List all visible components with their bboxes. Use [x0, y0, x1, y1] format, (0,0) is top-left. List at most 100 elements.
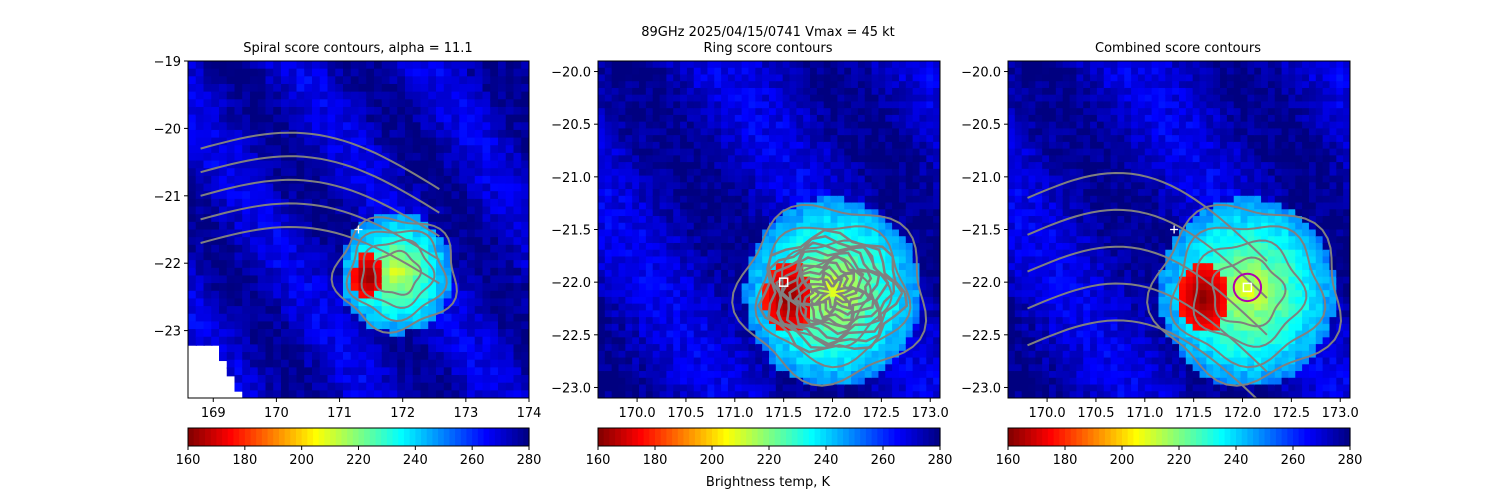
colorbar-cell — [757, 428, 764, 446]
colorbar-cell — [523, 428, 530, 446]
colorbar-cell — [1156, 428, 1163, 446]
colorbar-cell — [1287, 428, 1294, 446]
plot-area — [188, 61, 529, 398]
colorbar-tick-label: 280 — [1338, 453, 1363, 468]
brightness-field — [188, 61, 529, 398]
colorbar-tick-label: 280 — [517, 453, 542, 468]
panel-ring: Ring score contours 170.0 170.5 171.0 171.5… — [551, 41, 952, 468]
plot-area — [598, 61, 940, 398]
colorbar-cell — [1310, 428, 1317, 446]
colorbar-cell — [1059, 428, 1066, 446]
x-tick-label: 170.0 — [618, 406, 655, 421]
y-tick-label: −23.0 — [551, 381, 591, 396]
x-tick-label: 173.0 — [912, 406, 949, 421]
x-tick-label: 170 — [264, 406, 289, 421]
colorbar-tick-label: 220 — [346, 453, 371, 468]
colorbar-cell — [1042, 428, 1049, 446]
colorbar-cell — [398, 428, 405, 446]
colorbar-cell — [267, 428, 274, 446]
colorbar-cell — [1253, 428, 1260, 446]
colorbar-cell — [1190, 428, 1197, 446]
colorbar-cell — [426, 428, 433, 446]
colorbar-cell — [1236, 428, 1243, 446]
colorbar-tick-label: 180 — [643, 453, 668, 468]
x-tick-label: 172.0 — [1224, 406, 1261, 421]
colorbar-cell — [1133, 428, 1140, 446]
colorbar-cell — [865, 428, 873, 446]
colorbar-cell — [774, 428, 781, 446]
colorbar-cell — [1116, 428, 1123, 446]
axes: 170.0 170.5 171.0 171.5 172.0 172.5 173.0 −20.0… — [551, 60, 949, 421]
colorbar-cell — [837, 428, 844, 446]
colorbar-cell — [831, 428, 838, 446]
suptitle: 89GHz 2025/04/15/0741 Vmax = 45 kt — [641, 25, 895, 40]
axes: 169 170 171 172 173 174 −19 −20 −21 −22 −23 — [154, 55, 542, 421]
colorbar-cell — [347, 428, 354, 446]
colorbar-cell — [848, 428, 856, 446]
colorbar-cell — [854, 428, 861, 446]
colorbar-cell — [1315, 428, 1323, 446]
colorbar-cell — [438, 428, 445, 446]
colorbar-cell — [1247, 428, 1254, 446]
colorbar-tick-label: 280 — [928, 453, 953, 468]
colorbar-cell — [911, 428, 918, 446]
colorbar-cell — [1127, 428, 1134, 446]
plus-marker — [354, 225, 363, 234]
colorbar-cell — [239, 428, 246, 446]
colorbar-cell — [843, 428, 850, 446]
colorbar-cell — [415, 428, 422, 446]
colorbar-cell — [494, 428, 502, 446]
colorbar-cell — [883, 428, 890, 446]
colorbar-cell — [460, 428, 468, 446]
y-tick-label: −23.0 — [961, 381, 1001, 396]
x-tick-label: 174 — [517, 406, 542, 421]
colorbar-cell — [751, 428, 759, 446]
colorbar-cell — [672, 428, 679, 446]
x-tick-label: 170.0 — [1028, 406, 1065, 421]
colorbar-cell — [1230, 428, 1237, 446]
colorbar-tick-label: 240 — [814, 453, 839, 468]
x-tick-label: 171.5 — [1175, 406, 1212, 421]
colorbar-cell — [1082, 428, 1089, 446]
colorbar-cell — [222, 428, 229, 446]
colorbar-cell — [472, 428, 479, 446]
colorbar-cell — [1013, 428, 1020, 446]
colorbar-cell — [244, 428, 252, 446]
colorbar-cell — [660, 428, 667, 446]
colorbar-cell — [381, 428, 388, 446]
colorbar-cell — [706, 428, 713, 446]
colorbar-cell — [626, 428, 633, 446]
colorbar-tick-label: 200 — [1110, 453, 1135, 468]
colorbar-cell — [432, 428, 439, 446]
colorbar-tick-label: 160 — [996, 453, 1021, 468]
x-tick-label: 170.5 — [667, 406, 704, 421]
colorbar-cell — [1087, 428, 1095, 446]
colorbar-cell — [922, 428, 930, 446]
colorbar-cell — [1025, 428, 1032, 446]
colorbar-cell — [1099, 428, 1106, 446]
colorbar-cell — [1110, 428, 1117, 446]
panel-title: Ring score contours — [703, 41, 832, 56]
colorbar-tick-label: 260 — [460, 453, 485, 468]
brightness-field — [1008, 61, 1350, 398]
x-tick-label: 173.0 — [1322, 406, 1359, 421]
colorbar-cell — [803, 428, 810, 446]
colorbar-tick-label: 180 — [232, 453, 257, 468]
colorbar-cell — [643, 428, 650, 446]
y-tick-label: −19 — [154, 55, 181, 70]
colorbar-cell — [443, 428, 451, 446]
colorbar-cell — [712, 428, 719, 446]
panel-combined: Combined score contours 170.0 170.5 171.0 1… — [961, 41, 1362, 468]
colorbar-cell — [1076, 428, 1083, 446]
colorbar-cell — [871, 428, 878, 446]
panel-title: Combined score contours — [1095, 41, 1261, 56]
colorbar-label: Brightness temp, K — [706, 475, 831, 490]
colorbar-cell — [900, 428, 907, 446]
colorbar-cell — [791, 428, 799, 446]
colorbar: 160 180 200 220 240 260 280 — [996, 427, 1363, 468]
colorbar-cell — [1304, 428, 1311, 446]
colorbar-tick-label: 200 — [289, 453, 314, 468]
colorbar-cell — [358, 428, 365, 446]
y-tick-label: −21.0 — [551, 171, 591, 186]
